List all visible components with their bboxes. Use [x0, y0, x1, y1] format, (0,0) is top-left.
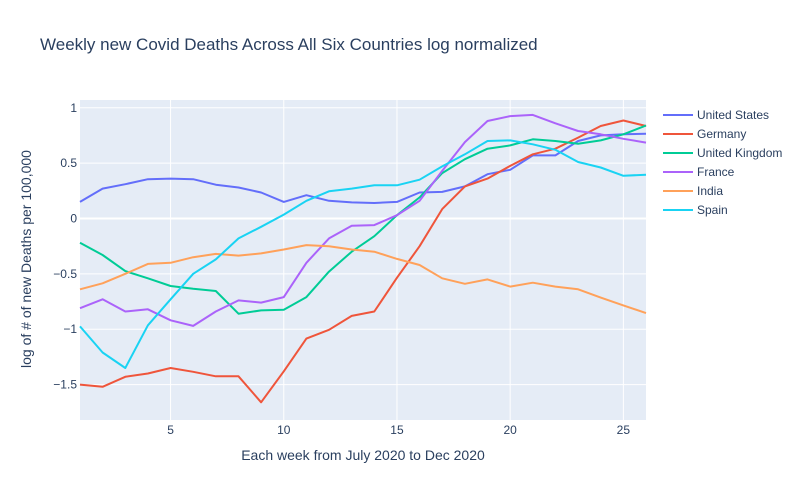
y-tick-label: 0	[70, 211, 77, 225]
series-line-india	[79, 244, 647, 315]
x-tick-labels: 5 10 15 20 25	[167, 423, 630, 437]
y-axis-title: log of # of new Deaths per 100,000	[18, 150, 34, 368]
legend[interactable]: United States Germany United Kingdom France…	[663, 108, 782, 217]
series-line-france	[79, 113, 647, 327]
y-tick-label: 0.5	[60, 156, 77, 170]
y-tick-label: −0.5	[53, 267, 77, 281]
legend-item-united-states[interactable]: United States	[663, 108, 769, 122]
legend-item-india[interactable]: India	[663, 184, 723, 198]
y-tick-label: 1	[70, 101, 77, 115]
x-gridlines	[170, 100, 624, 420]
legend-item-france[interactable]: France	[663, 165, 735, 179]
legend-item-germany[interactable]: Germany	[663, 127, 746, 141]
legend-label: Spain	[697, 203, 728, 217]
series-line-united-states	[79, 132, 647, 204]
x-tick-label: 5	[167, 423, 174, 437]
legend-label: Germany	[697, 127, 746, 141]
y-tick-label: −1	[63, 322, 77, 336]
x-tick-label: 20	[503, 423, 517, 437]
legend-label: United Kingdom	[697, 146, 782, 160]
y-tick-labels: −1.5 −1 −0.5 0 0.5 1	[53, 101, 77, 392]
y-gridlines	[80, 107, 646, 386]
x-tick-label: 25	[617, 423, 631, 437]
legend-label: India	[697, 184, 723, 198]
series-line-united-kingdom	[79, 124, 647, 315]
legend-label: France	[697, 165, 735, 179]
y-tick-label: −1.5	[53, 378, 77, 392]
x-tick-label: 10	[277, 423, 291, 437]
x-tick-label: 15	[390, 423, 404, 437]
chart-title: Weekly new Covid Deaths Across All Six C…	[40, 35, 538, 54]
legend-item-united-kingdom[interactable]: United Kingdom	[663, 146, 782, 160]
series-line-spain	[79, 139, 647, 369]
plot-area	[80, 100, 646, 420]
legend-item-spain[interactable]: Spain	[663, 203, 728, 217]
x-axis-title: Each week from July 2020 to Dec 2020	[241, 447, 485, 463]
legend-label: United States	[697, 108, 769, 122]
series-lines	[79, 113, 647, 404]
